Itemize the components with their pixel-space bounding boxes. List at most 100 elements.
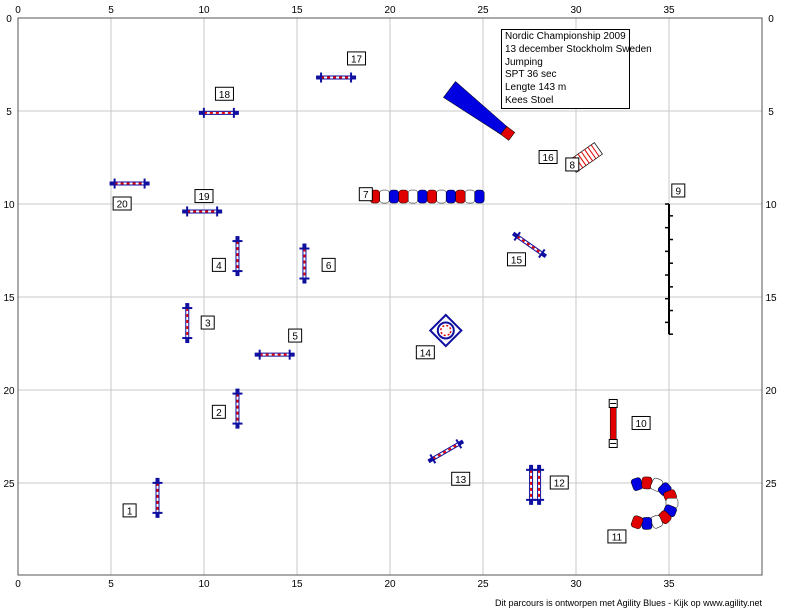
x-tick-label: 25 [477,579,489,590]
x-tick-label: 30 [570,5,582,16]
jump-bar [254,349,295,360]
label-number-15: 15 [511,255,523,266]
y-tick-label: 10 [765,200,777,211]
x-tick-label: 20 [384,5,396,16]
ladder-rung [587,146,597,159]
jump-bar [299,243,310,284]
x-tick-label: 10 [198,579,210,590]
label-box-6 [321,257,336,272]
tunnel-segment [379,189,390,204]
tunnel-segment [417,189,428,204]
jump-bar [511,231,548,259]
label-box-19 [194,189,214,204]
wall-body [609,403,617,444]
jump-bar [152,477,163,518]
jump-bar [232,388,243,429]
x-tick-label: 15 [291,5,303,16]
obstacle-16 [443,81,516,141]
tire-frame [428,313,463,348]
label-number-12: 12 [554,479,566,490]
label-box-9 [671,183,686,198]
jump-bar [198,107,239,118]
obstacle-6 [299,243,310,284]
label-box-14 [415,345,435,360]
obstacle-11 [630,476,679,530]
tunnel-segment [436,189,447,204]
label-number-13: 13 [455,475,467,486]
label-number-18: 18 [219,90,231,101]
label-number-9: 9 [676,186,682,197]
x-tick-label: 10 [198,5,210,16]
label-number-16: 16 [543,153,555,164]
obstacle-10 [608,398,618,448]
info-title: Nordic Championship 2009 [505,31,626,42]
tunnel-segment [388,189,399,204]
tunnel-segment [474,189,485,204]
y-tick-label: 5 [6,107,12,118]
x-tick-label: 35 [663,579,675,590]
ladder-rung [580,151,590,164]
y-tick-label: 25 [3,479,15,490]
label-number-8: 8 [569,160,575,171]
label-box-15 [506,252,526,267]
straight-tunnel [443,81,516,141]
info-judge: Kees Stoel [505,94,554,106]
label-number-5: 5 [292,332,298,343]
y-tick-label: 20 [765,386,777,397]
wing-right [538,248,546,259]
info-class: Jumping [505,56,543,68]
label-number-7: 7 [363,190,369,201]
tire-inner [440,324,452,337]
tire-ring [436,321,455,340]
info-event: 13 december Stockholm Sweden [505,43,652,55]
label-box-2 [211,404,226,419]
tire [428,313,463,348]
x-tick-label: 5 [108,5,114,16]
obstacle-18 [198,107,239,118]
label-number-17: 17 [351,54,363,65]
label-number-14: 14 [420,348,432,359]
tunnel-body [443,81,508,135]
label-box-4 [211,257,226,272]
bar-stripes [516,235,543,255]
obstacle-2 [232,388,243,429]
wing-left [513,231,521,241]
tunnel-segment [445,189,456,204]
x-tick-label: 15 [291,579,303,590]
label-number-4: 4 [216,261,222,272]
label-box-10 [631,415,651,430]
label-box-18 [214,86,234,101]
label-number-1: 1 [127,506,133,517]
label-box-8 [565,157,580,172]
label-number-19: 19 [198,192,210,203]
obstacle-20 [109,178,150,189]
tunnel-segment [398,189,409,204]
obstacle-12 [526,464,545,505]
obstacle-13 [427,439,465,464]
x-tick-label: 0 [15,5,21,16]
y-tick-label: 25 [765,479,777,490]
obstacle-19 [182,206,223,217]
info-length: Lengte 143 m [505,82,567,94]
label-box-17 [347,51,367,66]
course-info-box: Nordic Championship 2009 13 december Sto… [501,29,652,109]
label-box-12 [549,475,569,490]
jump-bar [109,178,150,189]
obstacles [109,72,679,530]
y-tick-label: 0 [768,14,774,25]
x-tick-label: 25 [477,5,489,16]
y-tick-label: 15 [3,293,15,304]
info-spt: SPT 36 sec [505,69,557,81]
wing-right [455,439,463,449]
y-tick-label: 15 [765,293,777,304]
label-box-11 [607,529,627,544]
label-number-20: 20 [117,200,129,211]
jump-bar [182,206,223,217]
obstacle-3 [182,303,193,344]
obstacle-1 [152,477,163,518]
y-tick-label: 0 [6,14,12,25]
obstacle-14 [428,313,463,348]
obstacle-4 [232,236,243,277]
